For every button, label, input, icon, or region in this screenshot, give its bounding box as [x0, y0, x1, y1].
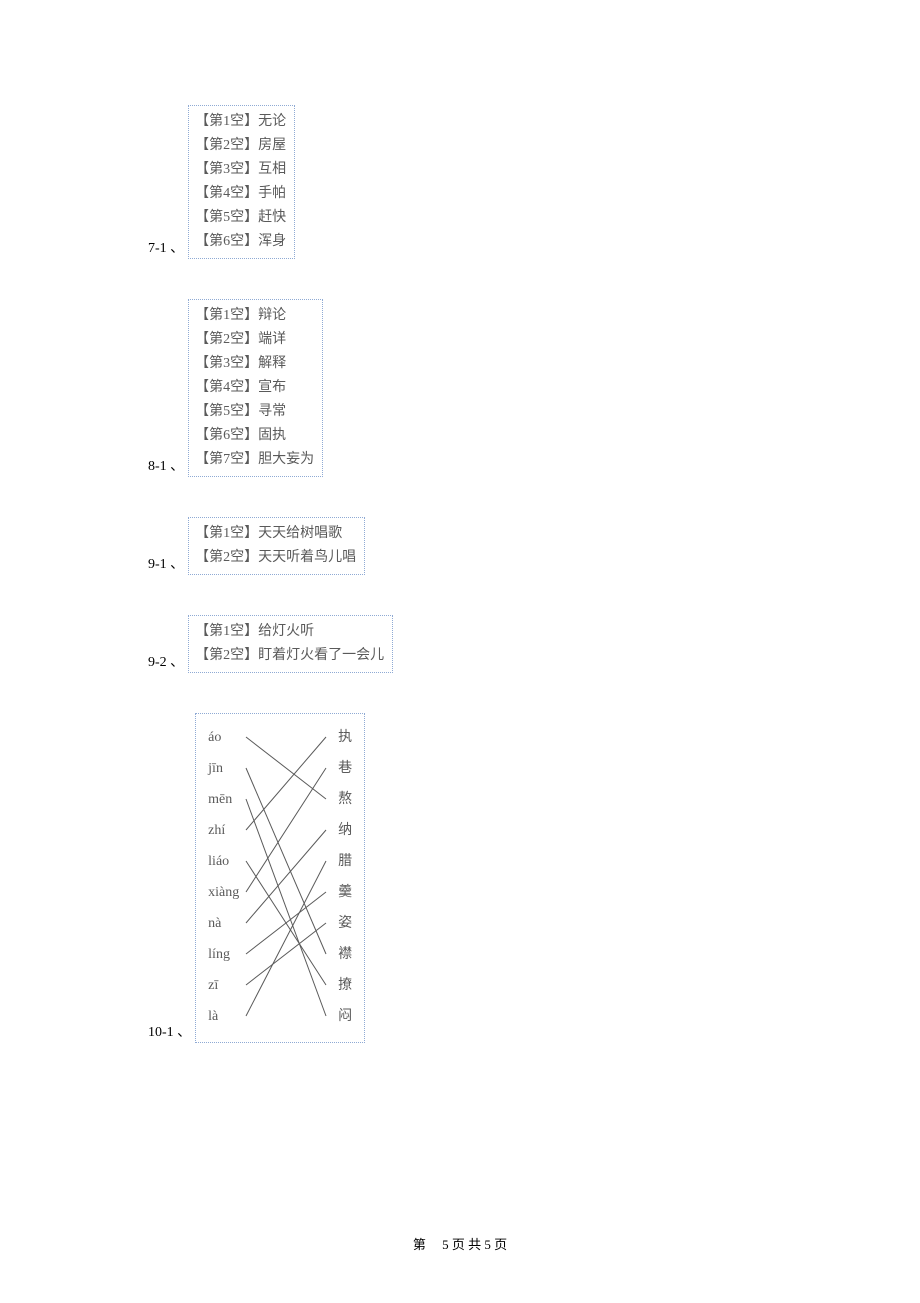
pinyin-item: líng	[208, 939, 239, 970]
answer-box: 【第1空】天天给树唱歌 【第2空】天天听着鸟儿唱	[188, 517, 365, 575]
answer-line: 【第5空】赶快	[195, 206, 286, 230]
char-item: 熬	[338, 784, 352, 815]
footer-total-page: 5	[484, 1237, 491, 1252]
char-item: 巷	[338, 753, 352, 784]
answer-line: 【第7空】胆大妄为	[195, 448, 314, 472]
answer-line: 【第3空】解释	[195, 352, 314, 376]
pinyin-item: mēn	[208, 784, 239, 815]
answer-line: 【第1空】天天给树唱歌	[195, 522, 356, 546]
answer-line: 【第6空】浑身	[195, 230, 286, 254]
answer-box: 【第1空】辩论 【第2空】端详 【第3空】解释 【第4空】宣布 【第5空】寻常 …	[188, 299, 323, 477]
answer-line: 【第2空】盯着灯火看了一会儿	[195, 644, 384, 668]
answer-line: 【第4空】手帕	[195, 182, 286, 206]
answer-block-8-1: 8-1 、 【第1空】辩论 【第2空】端详 【第3空】解释 【第4空】宣布 【第…	[148, 299, 393, 477]
footer-prefix: 第	[413, 1237, 426, 1252]
answer-block-9-2: 9-2 、 【第1空】给灯火听 【第2空】盯着灯火看了一会儿	[148, 615, 393, 673]
matching-diagram: áo jīn mēn zhí liáo xiàng nà líng zī là …	[195, 713, 365, 1043]
char-item: 羹	[338, 877, 352, 908]
pinyin-item: áo	[208, 722, 239, 753]
footer-suffix: 页 共	[452, 1237, 481, 1252]
block-label: 8-1 、	[148, 455, 184, 477]
pinyin-item: zhí	[208, 815, 239, 846]
pinyin-item: zī	[208, 970, 239, 1001]
pinyin-item: là	[208, 1001, 239, 1032]
answer-box: 【第1空】给灯火听 【第2空】盯着灯火看了一会儿	[188, 615, 393, 673]
char-item: 执	[338, 722, 352, 753]
answer-line: 【第5空】寻常	[195, 400, 314, 424]
footer-unit: 页	[494, 1237, 507, 1252]
char-item: 纳	[338, 815, 352, 846]
answer-line: 【第2空】端详	[195, 328, 314, 352]
footer-current-page: 5	[442, 1237, 449, 1252]
page-footer: 第 5 页 共 5 页	[0, 1234, 920, 1253]
answer-line: 【第2空】房屋	[195, 134, 286, 158]
char-item: 撩	[338, 970, 352, 1001]
answer-line: 【第1空】给灯火听	[195, 620, 384, 644]
answer-line: 【第2空】天天听着鸟儿唱	[195, 546, 356, 570]
pinyin-item: jīn	[208, 753, 239, 784]
pinyin-column: áo jīn mēn zhí liáo xiàng nà líng zī là	[208, 722, 239, 1032]
char-item: 襟	[338, 939, 352, 970]
answer-line: 【第6空】固执	[195, 424, 314, 448]
answer-line: 【第4空】宣布	[195, 376, 314, 400]
block-label: 9-1 、	[148, 553, 184, 575]
answer-line: 【第3空】互相	[195, 158, 286, 182]
char-column: 执 巷 熬 纳 腊 羹 姿 襟 撩 闷	[338, 722, 352, 1032]
pinyin-item: nà	[208, 908, 239, 939]
answer-box: 【第1空】无论 【第2空】房屋 【第3空】互相 【第4空】手帕 【第5空】赶快 …	[188, 105, 295, 259]
block-label: 10-1 、	[148, 1021, 191, 1043]
pinyin-item: liáo	[208, 846, 239, 877]
char-item: 姿	[338, 908, 352, 939]
answer-line: 【第1空】辩论	[195, 304, 314, 328]
answer-block-7-1: 7-1 、 【第1空】无论 【第2空】房屋 【第3空】互相 【第4空】手帕 【第…	[148, 105, 393, 259]
pinyin-item: xiàng	[208, 877, 239, 908]
char-item: 腊	[338, 846, 352, 877]
block-label: 9-2 、	[148, 651, 184, 673]
answer-line: 【第1空】无论	[195, 110, 286, 134]
content-area: 7-1 、 【第1空】无论 【第2空】房屋 【第3空】互相 【第4空】手帕 【第…	[148, 105, 393, 1083]
diagram-block-10-1: 10-1 、 áo jīn mēn zhí liáo xiàng nà líng…	[148, 713, 393, 1043]
answer-block-9-1: 9-1 、 【第1空】天天给树唱歌 【第2空】天天听着鸟儿唱	[148, 517, 393, 575]
block-label: 7-1 、	[148, 237, 184, 259]
char-item: 闷	[338, 1001, 352, 1032]
